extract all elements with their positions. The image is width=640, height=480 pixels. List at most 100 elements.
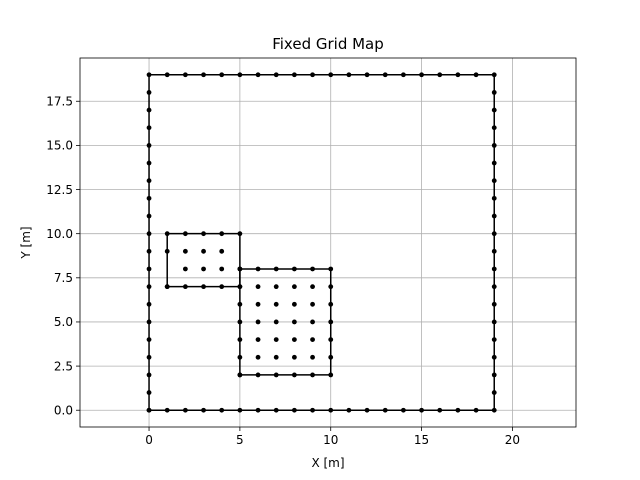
data-point <box>328 354 334 360</box>
data-point <box>255 372 261 378</box>
series-2 <box>237 266 334 378</box>
data-point <box>491 372 497 378</box>
data-point <box>146 319 152 325</box>
data-point <box>219 266 225 272</box>
data-point <box>146 354 152 360</box>
data-point <box>146 407 152 413</box>
x-tick-label: 5 <box>236 433 244 447</box>
data-point <box>328 301 334 307</box>
data-point <box>291 319 297 325</box>
data-point <box>401 72 406 78</box>
data-point <box>364 72 370 78</box>
data-point <box>201 407 206 413</box>
data-point <box>310 301 315 307</box>
data-point <box>146 72 152 78</box>
data-point <box>273 301 279 307</box>
data-point <box>437 407 443 413</box>
data-point <box>273 407 279 413</box>
data-point <box>491 231 497 237</box>
data-point <box>146 107 152 113</box>
data-point <box>237 354 243 360</box>
data-point <box>182 72 188 78</box>
data-point <box>419 407 424 413</box>
data-point <box>255 354 261 360</box>
data-point <box>491 160 497 166</box>
y-tick-label: 2.5 <box>54 359 73 373</box>
data-point <box>491 107 497 113</box>
data-point <box>291 72 297 78</box>
data-point <box>491 407 497 413</box>
data-layer <box>146 72 497 413</box>
data-point <box>201 266 206 272</box>
data-point <box>291 284 297 290</box>
plot-background <box>80 58 576 427</box>
plot-frame <box>79 57 577 428</box>
data-point <box>182 248 188 254</box>
data-point <box>491 125 497 131</box>
y-tick-label: 5.0 <box>54 315 73 329</box>
data-point <box>273 337 279 343</box>
x-tick-label: 0 <box>145 433 153 447</box>
data-point <box>219 284 225 290</box>
data-point <box>237 372 243 378</box>
data-point <box>182 284 188 290</box>
data-point <box>473 407 479 413</box>
data-point <box>255 266 261 272</box>
data-point <box>291 301 297 307</box>
data-point <box>146 231 152 237</box>
data-point <box>473 72 479 78</box>
data-point <box>146 142 152 148</box>
data-point <box>237 72 243 78</box>
data-point <box>491 178 497 184</box>
y-tick-label: 17.5 <box>46 95 73 109</box>
data-point <box>310 72 315 78</box>
data-point <box>273 372 279 378</box>
data-point <box>491 72 497 78</box>
data-point <box>237 266 243 272</box>
axis-ticks: 0 5 10 15 20 0.0 2.5 5.0 7.5 10.0 12.5 15.0 17.5 <box>46 95 520 447</box>
data-point <box>310 319 315 325</box>
data-point <box>164 72 170 78</box>
data-point <box>346 407 352 413</box>
data-point <box>328 72 334 78</box>
data-point <box>146 125 152 131</box>
data-point <box>310 354 315 360</box>
data-point <box>255 319 261 325</box>
data-point <box>328 319 334 325</box>
y-tick-label: 10.0 <box>46 227 73 241</box>
data-point <box>146 372 152 378</box>
data-point <box>328 284 334 290</box>
x-tick-label: 20 <box>505 433 520 447</box>
data-point <box>455 407 461 413</box>
data-point <box>237 319 243 325</box>
data-point <box>146 390 152 395</box>
data-point <box>491 142 497 148</box>
data-point <box>291 354 297 360</box>
data-point <box>237 337 243 343</box>
y-tick-label: 0.0 <box>54 404 73 418</box>
data-point <box>164 231 170 237</box>
data-point <box>491 354 497 360</box>
data-point <box>491 195 497 201</box>
data-point <box>291 337 297 343</box>
data-point <box>328 372 334 378</box>
data-point <box>491 213 497 219</box>
data-point <box>310 372 315 378</box>
data-point <box>328 266 334 272</box>
data-point <box>291 407 297 413</box>
data-point <box>401 407 406 413</box>
data-point <box>219 72 225 78</box>
data-point <box>146 90 152 95</box>
data-point <box>291 266 297 272</box>
data-point <box>237 231 243 237</box>
data-point <box>346 72 352 78</box>
data-point <box>273 319 279 325</box>
data-point <box>146 248 152 254</box>
data-point <box>201 72 206 78</box>
data-point <box>164 248 170 254</box>
data-point <box>146 195 152 201</box>
data-point <box>437 72 443 78</box>
data-point <box>491 284 497 290</box>
data-point <box>219 248 225 254</box>
